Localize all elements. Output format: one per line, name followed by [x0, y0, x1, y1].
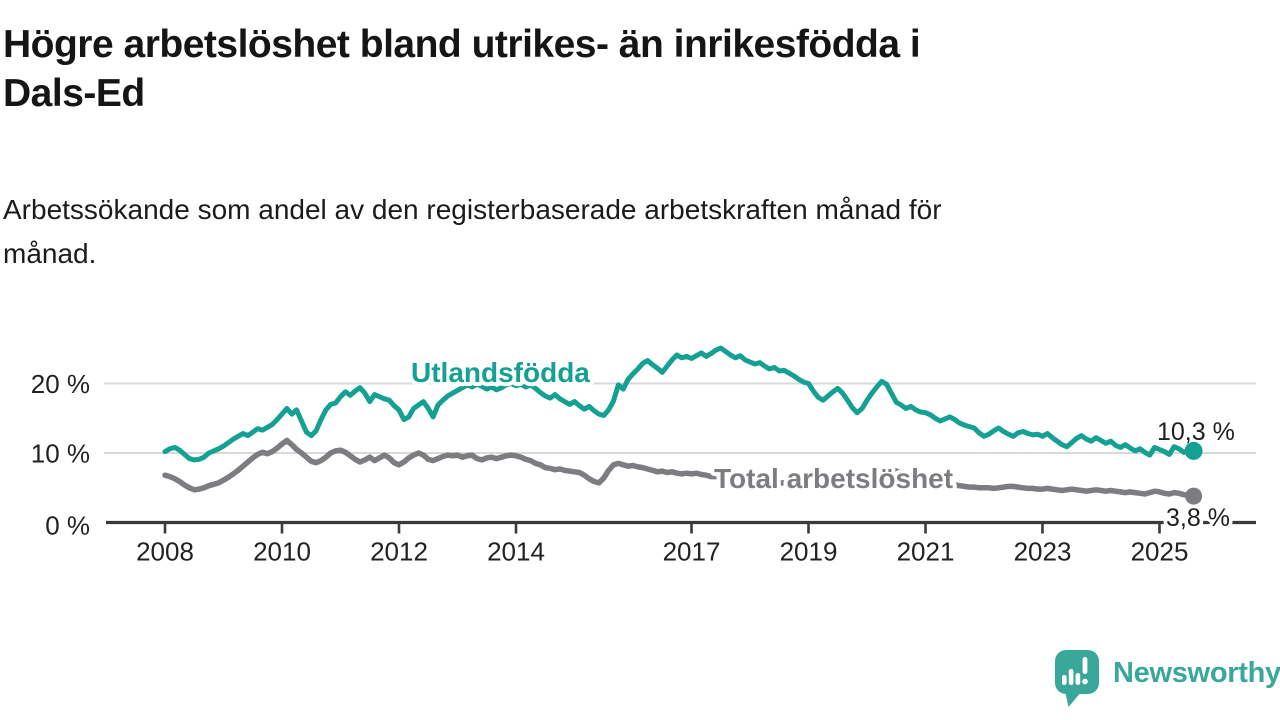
chart-subtitle-line-2: månad.: [3, 238, 97, 269]
end-value-label-total: 3,8 %: [1166, 504, 1230, 532]
x-axis-label-2010: 2010: [253, 536, 311, 566]
series-line-utlandsfodda: [162, 345, 1197, 463]
x-axis-label-2008: 2008: [136, 536, 194, 566]
x-axis-label-2012: 2012: [370, 536, 428, 566]
series-end-dots: [1184, 441, 1203, 505]
page-title-line-2: Dals-Ed: [3, 72, 145, 115]
series-lines: [162, 345, 1197, 499]
y-axis-labels: 0 % 10 % 20 %: [31, 369, 90, 541]
x-axis-label-2025: 2025: [1131, 536, 1189, 566]
x-axis-label-2023: 2023: [1014, 536, 1072, 566]
x-axis-label-2014: 2014: [487, 536, 545, 566]
chart-subtitle: Arbetssökande som andel av den registerb…: [3, 188, 1223, 276]
x-axis-label-2021: 2021: [897, 536, 955, 566]
end-dot-total-arbetsloshet: [1185, 487, 1203, 505]
end-dot-utlandsfodda: [1184, 441, 1203, 460]
y-axis-label-0: 0 %: [45, 510, 90, 540]
x-axis-tick-labels: 2008 2010 2012 2014 2017 2019 2021 2023 2025: [136, 536, 1188, 566]
gridlines: [104, 382, 1256, 454]
x-axis-label-2019: 2019: [780, 536, 838, 566]
y-axis-label-20: 20 %: [31, 369, 90, 399]
x-axis-label-2017: 2017: [663, 536, 721, 566]
page-title-line-1: Högre arbetslöshet bland utrikes- än inr…: [3, 23, 921, 66]
series-line-total-arbetsloshet: [162, 437, 1197, 499]
chart-subtitle-line-1: Arbetssökande som andel av den registerb…: [3, 194, 942, 225]
y-axis-label-10: 10 %: [31, 438, 90, 468]
speech-bubble-bar-chart-icon: [1055, 650, 1099, 707]
series-label-utlandsfodda: Utlandsfödda: [411, 357, 590, 388]
logo-wordmark: Newsworthy: [1113, 657, 1280, 689]
page-title: Högre arbetslöshet bland utrikes- än inr…: [3, 20, 1223, 118]
series-label-total-arbetsloshet: Total arbetslöshet: [714, 463, 953, 494]
x-axis-ticks: [163, 524, 1161, 534]
end-value-label-utlandsfodda: 10,3 %: [1157, 418, 1235, 446]
newsworthy-logo[interactable]: Newsworthy: [1054, 648, 1280, 710]
